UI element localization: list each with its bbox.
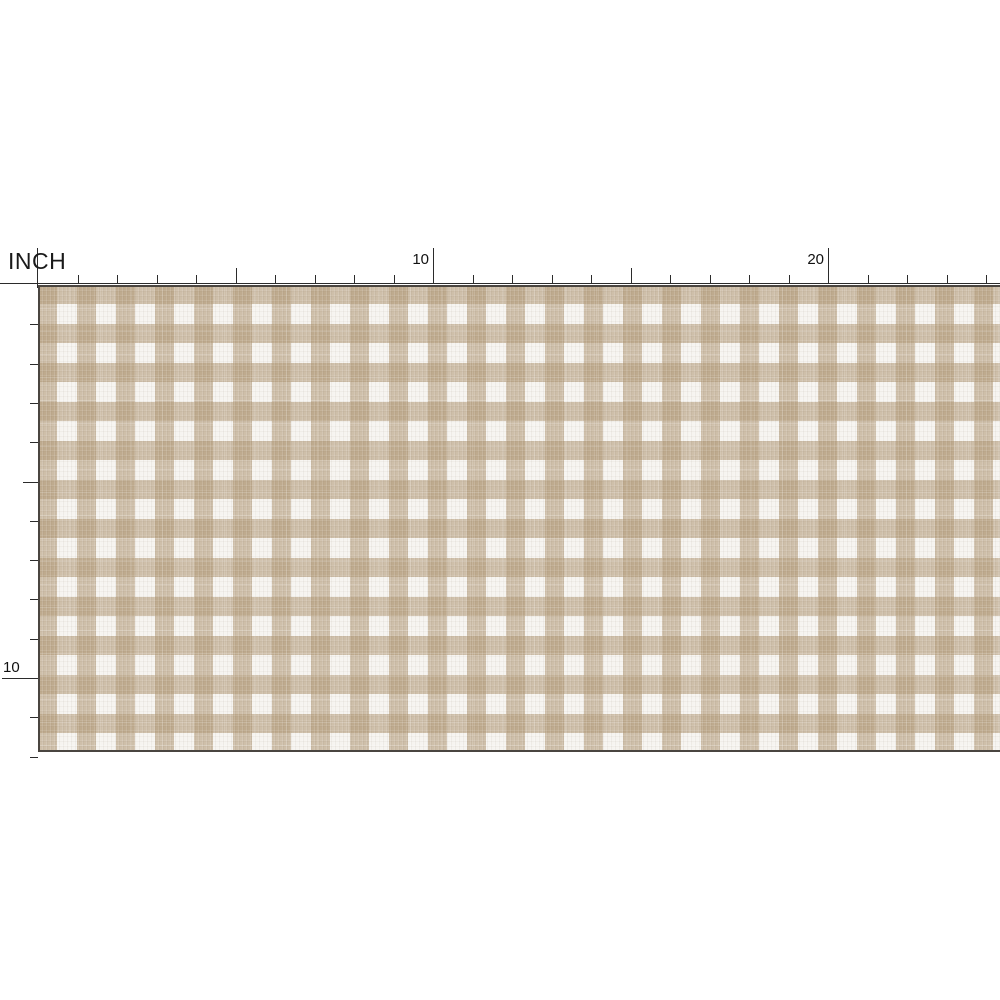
linen-slub-texture [40, 287, 1000, 750]
horizontal-ruler-label-10: 10 [412, 251, 429, 268]
linen-weft-threads [40, 287, 1000, 750]
horizontal-tick-16 [670, 275, 671, 283]
vertical-tick-8 [30, 599, 38, 600]
horizontal-tick-1 [78, 275, 79, 283]
vertical-tick-10 [2, 678, 38, 679]
horizontal-ruler-baseline [0, 283, 1000, 284]
horizontal-tick-6 [275, 275, 276, 283]
horizontal-tick-12 [512, 275, 513, 283]
horizontal-tick-24 [986, 275, 987, 283]
vertical-tick-3 [30, 403, 38, 404]
horizontal-tick-4 [196, 275, 197, 283]
vertical-tick-2 [30, 364, 38, 365]
horizontal-tick-15 [631, 268, 632, 283]
vertical-tick-12 [30, 757, 38, 758]
horizontal-tick-13 [552, 275, 553, 283]
gingham-pattern [40, 287, 1000, 750]
horizontal-tick-19 [789, 275, 790, 283]
vertical-ruler-origin-line [37, 248, 38, 288]
fabric-swatch [38, 285, 1000, 752]
horizontal-tick-5 [236, 268, 237, 283]
vertical-tick-5 [23, 482, 38, 483]
horizontal-tick-18 [749, 275, 750, 283]
vertical-tick-7 [30, 560, 38, 561]
horizontal-ruler-label-20: 20 [807, 251, 824, 268]
vertical-tick-6 [30, 521, 38, 522]
vertical-tick-11 [30, 717, 38, 718]
gingham-horizontal-stripes [40, 287, 1000, 750]
horizontal-tick-22 [907, 275, 908, 283]
linen-warp-threads [40, 287, 1000, 750]
horizontal-tick-10 [433, 248, 434, 283]
horizontal-tick-7 [315, 275, 316, 283]
horizontal-tick-21 [868, 275, 869, 283]
horizontal-tick-3 [157, 275, 158, 283]
horizontal-tick-9 [394, 275, 395, 283]
horizontal-tick-2 [117, 275, 118, 283]
vertical-tick-9 [30, 639, 38, 640]
vertical-tick-1 [30, 324, 38, 325]
horizontal-tick-8 [354, 275, 355, 283]
vertical-tick-4 [30, 442, 38, 443]
vertical-ruler-label-10: 10 [3, 659, 20, 676]
horizontal-tick-23 [947, 275, 948, 283]
horizontal-tick-17 [710, 275, 711, 283]
horizontal-tick-11 [473, 275, 474, 283]
horizontal-tick-14 [591, 275, 592, 283]
horizontal-tick-20 [828, 248, 829, 283]
ruler-unit-label: INCH [8, 248, 67, 274]
